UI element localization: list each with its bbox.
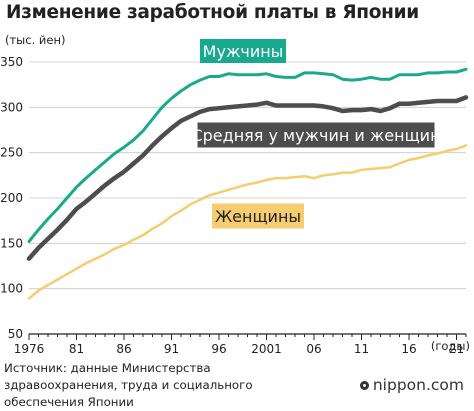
x-axis-label: (годы) <box>431 339 470 353</box>
source-note: Источник: данные Министерства здравоохра… <box>4 361 253 409</box>
brand-name: nippon.com <box>372 376 464 394</box>
x-tick-label: 16 <box>401 342 416 356</box>
y-tick-label: 50 <box>8 327 23 341</box>
series-labels: Мужчины Средняя у мужчин и женщин Женщины <box>191 39 441 229</box>
y-tick-labels: 50 100 150 200 250 300 350 <box>0 55 23 341</box>
y-tick-label: 250 <box>0 146 23 160</box>
y-tick-label: 100 <box>0 282 23 296</box>
series-label-2: Женщины <box>212 203 304 229</box>
brand-logo: nippon.com <box>359 376 464 394</box>
series-label-text: Мужчины <box>203 42 284 61</box>
grid-lines <box>29 61 466 290</box>
x-tick-label: 06 <box>306 342 321 356</box>
x-tick-label: 91 <box>164 342 179 356</box>
series-label-box <box>197 122 435 148</box>
y-tick-label: 200 <box>0 191 23 205</box>
series-label-box <box>212 203 304 229</box>
y-axis-label: (тыс. йен) <box>5 33 65 47</box>
x-axis: 1976 81 86 91 96 2001 06 11 16 21 <box>14 333 467 356</box>
chart-title: Изменение заработной платы в Японии <box>6 2 419 23</box>
x-tick-label: 96 <box>211 342 226 356</box>
x-tick-label: 2001 <box>251 342 282 356</box>
series-label-1: Средняя у мужчин и женщин <box>191 122 441 148</box>
series-label-0: Мужчины <box>200 39 286 63</box>
series-label-box <box>200 39 286 63</box>
x-tick-label: 1976 <box>14 342 45 356</box>
series-line-0 <box>27 67 468 243</box>
x-tick-label: 81 <box>69 342 84 356</box>
y-tick-label: 350 <box>0 55 23 69</box>
x-tick-label: 86 <box>116 342 131 356</box>
x-tick-label: 11 <box>354 342 369 356</box>
series-lines <box>26 67 469 300</box>
x-tick-label: 21 <box>449 342 464 356</box>
series-line-2 <box>27 144 468 300</box>
brand-dot-icon <box>359 380 369 390</box>
y-tick-label: 300 <box>0 100 23 114</box>
y-tick-label: 150 <box>0 236 23 250</box>
series-line-1 <box>26 95 469 261</box>
series-label-text: Женщины <box>215 207 301 226</box>
series-label-text: Средняя у мужчин и женщин <box>191 126 440 145</box>
